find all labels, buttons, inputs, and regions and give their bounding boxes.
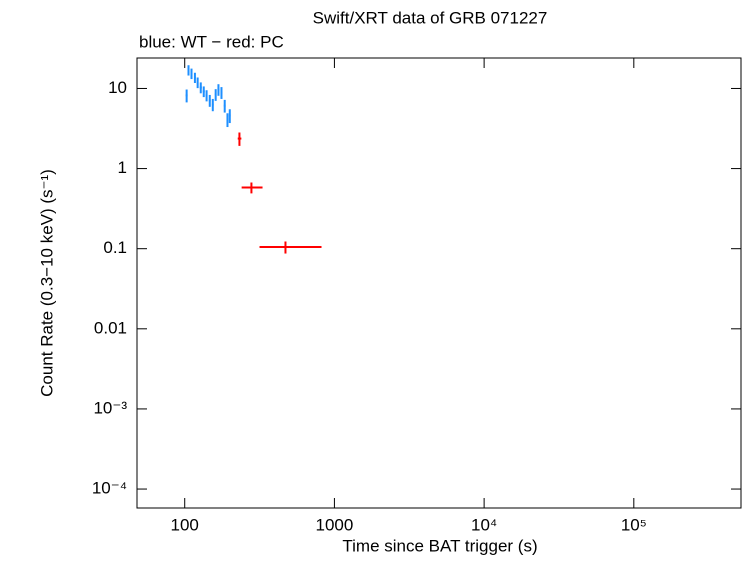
plot-frame [136,57,742,509]
x-axis-label: Time since BAT trigger (s) [342,536,537,555]
x-tick-label: 1000 [316,515,354,534]
x-tick-label: 10⁵ [621,515,647,534]
x-tick-label: 10⁴ [471,515,497,534]
y-tick-label: 10⁻³ [93,398,127,417]
chart-subtitle: blue: WT − red: PC [139,32,284,51]
y-tick-label: 0.1 [103,238,127,257]
y-tick-label: 10 [108,78,127,97]
y-axis-label: Count Rate (0.3−10 keV) (s⁻¹) [37,169,56,397]
chart-title: Swift/XRT data of GRB 071227 [313,8,548,27]
x-tick-label: 100 [171,515,199,534]
y-tick-label: 1 [118,158,127,177]
y-tick-label: 10⁻⁴ [92,479,127,498]
y-tick-label: 0.01 [94,318,127,337]
